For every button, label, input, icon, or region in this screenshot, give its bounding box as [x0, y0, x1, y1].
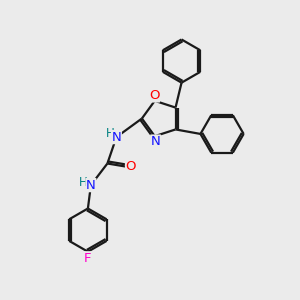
Text: O: O — [149, 89, 159, 102]
Text: H: H — [105, 127, 114, 140]
Text: N: N — [151, 135, 160, 148]
Text: O: O — [125, 160, 136, 173]
Text: F: F — [84, 252, 92, 265]
Text: N: N — [86, 178, 96, 192]
Text: H: H — [79, 176, 88, 189]
Text: N: N — [112, 130, 121, 144]
